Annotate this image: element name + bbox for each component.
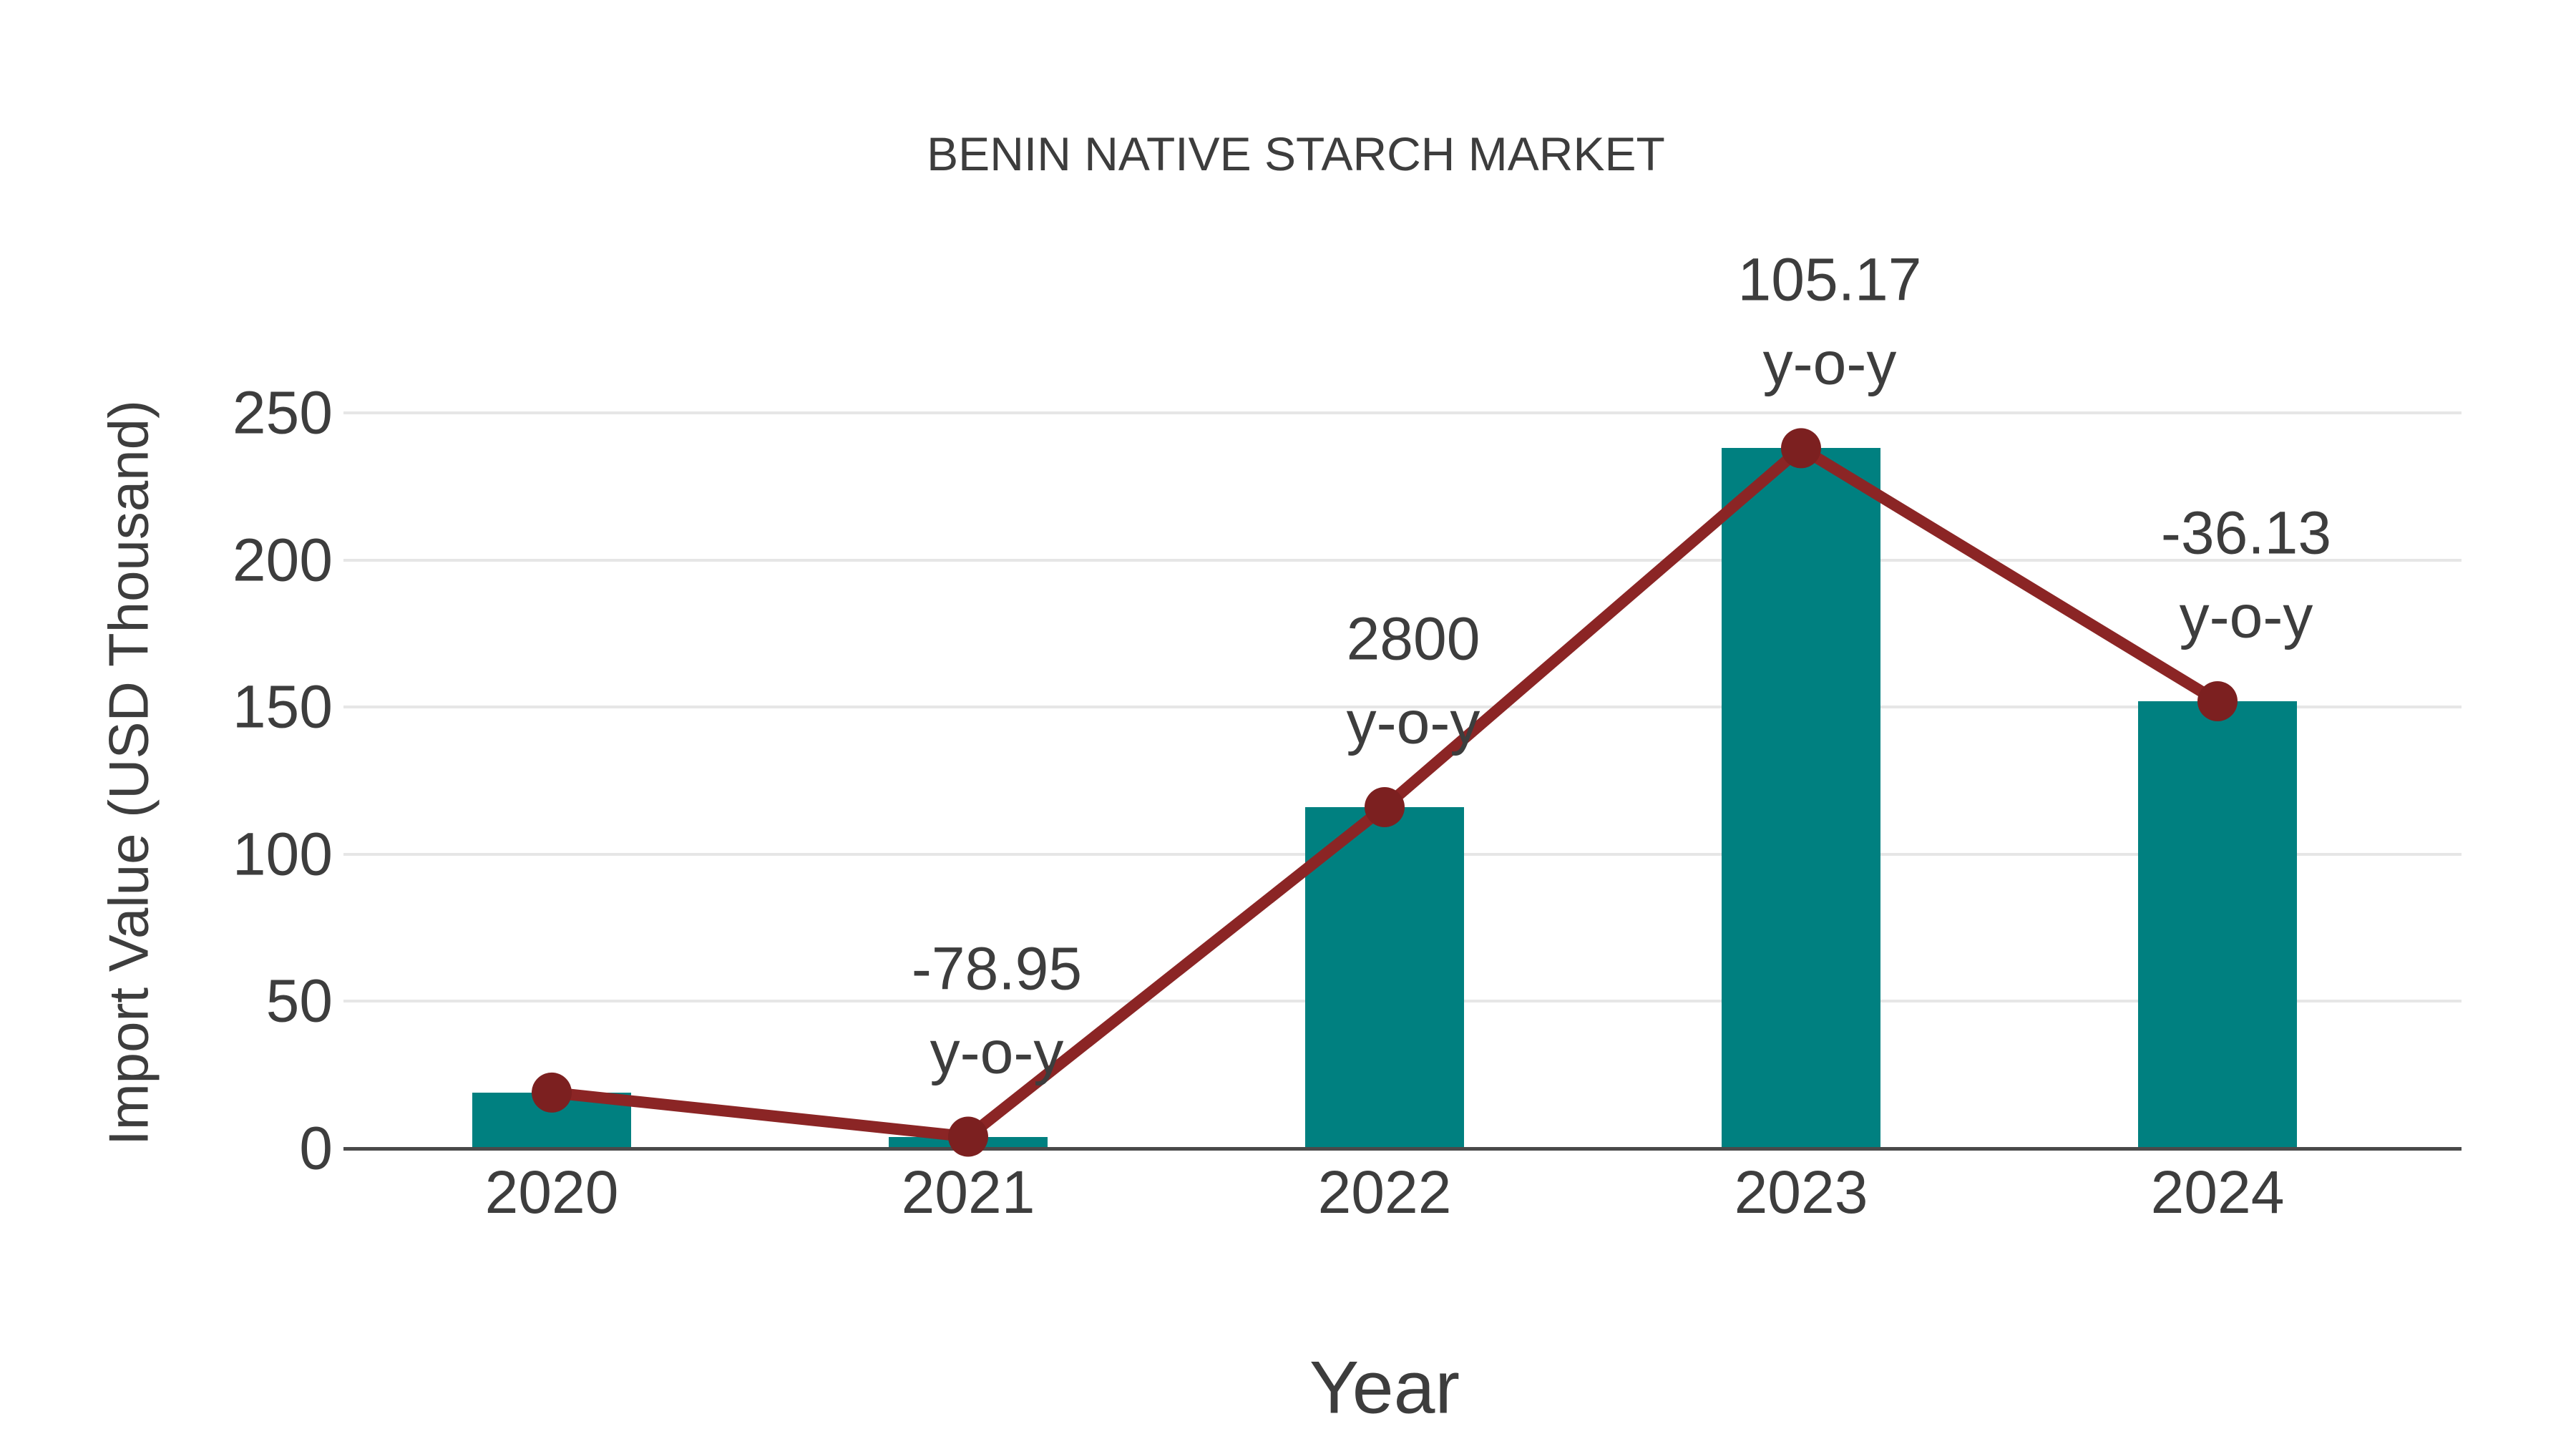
marker-2021 — [948, 1116, 988, 1157]
x-tick-2023: 2023 — [1734, 1158, 1868, 1226]
y-tick-150: 150 — [232, 673, 333, 741]
y-tick-200: 200 — [232, 526, 333, 594]
gridline-150 — [343, 706, 2462, 709]
marker-2022 — [1365, 787, 1405, 828]
yoy-unit-2024: y-o-y — [2179, 582, 2313, 650]
y-tick-0: 0 — [299, 1114, 333, 1182]
y-tick-50: 50 — [265, 967, 333, 1035]
yoy-value-2021: -78.95 — [911, 935, 1083, 1002]
marker-2024 — [2197, 680, 2238, 721]
chart-title: BENIN NATIVE STARCH MARKET — [927, 127, 1665, 180]
x-tick-2021: 2021 — [901, 1158, 1035, 1226]
marker-2020 — [532, 1072, 572, 1113]
yoy-unit-2023: y-o-y — [1762, 329, 1897, 397]
bar-2022 — [1305, 807, 1464, 1148]
y-tick-100: 100 — [232, 820, 333, 888]
gridline-200 — [343, 558, 2462, 562]
yoy-value-2023: 105.17 — [1737, 245, 1922, 313]
yoy-value-2022: 2800 — [1346, 605, 1480, 673]
yoy-value-2024: -36.13 — [2160, 499, 2332, 567]
y-tick-250: 250 — [232, 379, 333, 447]
x-tick-2020: 2020 — [484, 1158, 619, 1226]
x-tick-2022: 2022 — [1317, 1158, 1452, 1226]
bar-2023 — [1722, 448, 1880, 1148]
marker-2023 — [1781, 428, 1821, 469]
yoy-unit-2022: y-o-y — [1346, 688, 1480, 756]
yoy-unit-2021: y-o-y — [930, 1018, 1064, 1086]
x-axis-line — [343, 1147, 2462, 1151]
gridline-250 — [343, 411, 2462, 414]
x-tick-2024: 2024 — [2150, 1158, 2285, 1226]
x-axis-title: Year — [1309, 1346, 1460, 1430]
bar-2024 — [2138, 701, 2297, 1148]
